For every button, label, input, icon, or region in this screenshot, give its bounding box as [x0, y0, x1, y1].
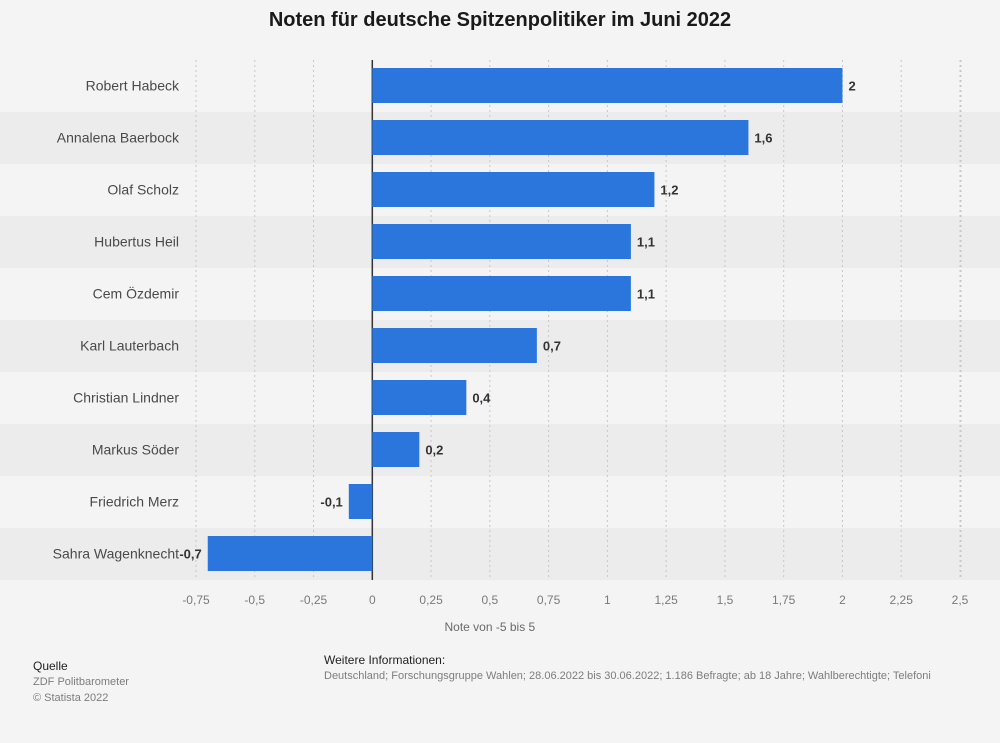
x-tick-labels: -0,75 -0,5 -0,25 0 0,25 0,5 0,75 1 1,25 1,5 1,75 2 2…: [182, 593, 968, 607]
x-tick-label: -0,75: [182, 593, 210, 607]
source-line-2: © Statista 2022: [33, 692, 109, 704]
bar: [372, 276, 631, 311]
value-label: 0,2: [425, 443, 443, 458]
value-label: -0,1: [320, 495, 342, 510]
value-label: 0,7: [543, 339, 561, 354]
value-label: 1,2: [660, 183, 678, 198]
category-label: Robert Habeck: [86, 78, 180, 94]
info-heading: Weitere Informationen:: [324, 653, 446, 667]
category-labels: Robert Habeck Annalena Baerbock Olaf Schol…: [53, 78, 180, 562]
x-tick-label: 1,25: [654, 593, 678, 607]
value-label: 1,1: [637, 287, 655, 302]
source-heading: Quelle: [33, 659, 68, 673]
value-label: -0,7: [179, 547, 201, 562]
bar: [372, 68, 843, 103]
value-labels: 2 1,6 1,2 1,1 1,1 0,7 0,4 0,2 -0,1 -0,7: [179, 79, 855, 562]
x-tick-label: 1: [604, 593, 611, 607]
info-block: Weitere Informationen: Deutschland; Fors…: [324, 652, 1000, 684]
x-tick-label: 2,5: [952, 593, 969, 607]
x-tick-label: 0,5: [482, 593, 499, 607]
category-label: Karl Lauterbach: [80, 338, 179, 354]
bar: [372, 120, 749, 155]
bar: [372, 172, 655, 207]
bar: [372, 432, 420, 467]
value-label: 0,4: [472, 391, 491, 406]
x-tick-label: -0,25: [300, 593, 328, 607]
bar: [207, 536, 373, 571]
row-stripes: [0, 112, 1000, 580]
category-label: Cem Özdemir: [93, 285, 180, 302]
category-label: Markus Söder: [92, 442, 179, 458]
x-tick-label: 2: [839, 593, 846, 607]
category-label: Hubertus Heil: [94, 234, 179, 250]
category-label: Olaf Scholz: [107, 182, 179, 198]
x-tick-label: 0,75: [537, 593, 561, 607]
bar: [372, 328, 537, 363]
bar: [348, 484, 373, 519]
bar: [372, 224, 631, 259]
category-label: Annalena Baerbock: [57, 130, 180, 146]
x-axis-title: Note von -5 bis 5: [444, 620, 535, 634]
category-label: Friedrich Merz: [90, 494, 179, 510]
x-tick-label: 0,25: [419, 593, 443, 607]
row-stripe: [0, 424, 1000, 476]
source-line-1: ZDF Politbarometer: [33, 676, 129, 688]
bar-chart: Robert Habeck Annalena Baerbock Olaf Schol…: [0, 60, 1000, 634]
row-stripe: [0, 528, 1000, 580]
x-tick-label: 2,25: [890, 593, 914, 607]
category-label: Christian Lindner: [73, 390, 179, 406]
value-label: 1,1: [637, 235, 655, 250]
x-tick-label: 0: [369, 593, 376, 607]
x-tick-label: 1,5: [717, 593, 734, 607]
info-text: Deutschland; Forschungsgruppe Wahlen; 28…: [324, 670, 931, 682]
source-block: Quelle ZDF Politbarometer © Statista 202…: [33, 658, 129, 706]
chart-title: Noten für deutsche Spitzenpolitiker im J…: [268, 9, 732, 31]
x-tick-label: -0,5: [244, 593, 265, 607]
value-label: 2: [848, 79, 855, 94]
category-label: Sahra Wagenknecht: [53, 546, 179, 562]
x-tick-label: 1,75: [772, 593, 796, 607]
bars: [207, 68, 843, 571]
bar: [372, 380, 467, 415]
value-label: 1,6: [754, 131, 772, 146]
